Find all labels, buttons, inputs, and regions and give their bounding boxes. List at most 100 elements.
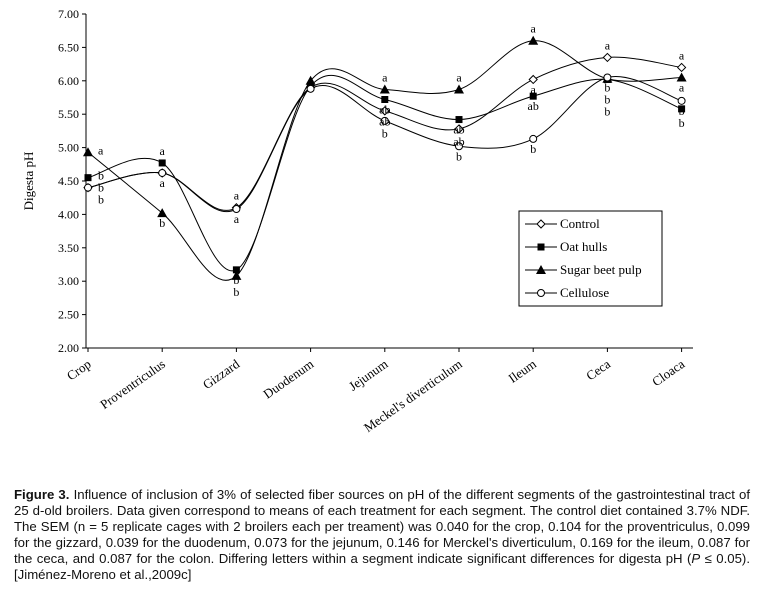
data-point-control	[676, 62, 687, 73]
x-tick-label: Duodenum	[260, 356, 316, 401]
legend: Control Oat hulls Sugar beet pulp Cellulose	[518, 210, 663, 307]
y-axis: 2.00 2.50 3.00 3.50 4.00 4.50 5.00 5.50 6.00 6.50…	[58, 7, 87, 355]
legend-marker-sugar-beet-pulp	[536, 265, 546, 274]
data-point-sugar-beet-pulp	[379, 84, 390, 94]
x-tick-label: Ileum	[505, 356, 538, 386]
data-point-sugar-beet-pulp	[231, 270, 242, 280]
x-tick-label: Proventriculus	[97, 356, 168, 412]
significance-letter: a	[531, 82, 537, 96]
data-point-cellulose	[455, 142, 463, 151]
legend-label-control: Control	[560, 216, 600, 231]
significance-letter: a	[382, 70, 388, 84]
x-tick-label: Cloaca	[649, 356, 687, 389]
x-tick-label: Jejunum	[346, 356, 391, 394]
significance-letter: ab	[453, 123, 464, 137]
y-tick-label: 6.50	[58, 40, 79, 54]
significance-letter: ab	[379, 115, 390, 129]
data-point-control	[380, 106, 390, 116]
significance-letter: a	[456, 70, 462, 84]
y-axis-label: Digesta pH	[21, 152, 36, 211]
significance-letter: b	[98, 193, 104, 207]
figure-caption: Figure 3. Influence of inclusion of 3% o…	[14, 487, 750, 583]
series-line-cellulose	[87, 75, 682, 212]
y-tick-label: 5.00	[58, 141, 79, 155]
significance-letter: b	[233, 273, 239, 287]
y-tick-label: 6.00	[58, 74, 79, 88]
significance-letter: b	[159, 216, 165, 230]
y-tick-label: 7.00	[58, 7, 79, 21]
significance-letter: ab	[528, 99, 539, 113]
data-point-sugar-beet-pulp	[528, 35, 539, 45]
series-lines	[87, 40, 682, 281]
data-point-cellulose	[677, 96, 686, 105]
significance-letter: a	[531, 22, 537, 36]
legend-label-sugar-beet-pulp: Sugar beet pulp	[560, 262, 642, 277]
y-tick-label: 4.00	[58, 207, 79, 221]
x-axis: Crop Proventriculus Gizzard Duodenum Jejunum…	[64, 347, 693, 435]
data-point-oat-hulls	[529, 92, 537, 100]
y-tick-label: 3.50	[58, 241, 79, 255]
significance-letter: b	[679, 104, 685, 118]
data-point-cellulose	[529, 134, 538, 143]
x-tick-label: Crop	[64, 356, 94, 383]
legend-label-cellulose: Cellulose	[560, 285, 609, 300]
significance-letter: a	[98, 143, 104, 157]
significance-letter: a	[679, 48, 685, 62]
series-line-sugar-beet-pulp	[87, 40, 682, 281]
significance-letter: ab	[379, 103, 390, 117]
significance-letter: b	[530, 142, 536, 156]
legend-label-oat-hulls: Oat hulls	[560, 239, 607, 254]
significance-letter: b	[233, 285, 239, 299]
significance-letter: b	[382, 127, 388, 141]
legend-marker-cellulose	[537, 289, 545, 297]
y-tick-label: 5.50	[58, 107, 79, 121]
significance-letter: b	[98, 181, 104, 195]
data-point-cellulose	[232, 205, 241, 214]
data-point-control	[528, 74, 538, 85]
x-tick-label: Ceca	[583, 356, 613, 383]
data-point-cellulose	[380, 116, 389, 125]
caption-p-symbol: P	[691, 551, 701, 566]
legend-marker-oat-hulls	[537, 243, 545, 251]
data-point-oat-hulls	[678, 105, 686, 113]
data-point-cellulose	[603, 73, 612, 82]
data-point-oat-hulls	[455, 116, 463, 124]
data-point-sugar-beet-pulp	[305, 75, 316, 85]
significance-letter: a	[234, 189, 240, 203]
significance-letter: b	[604, 92, 610, 106]
significance-letter: a	[160, 144, 166, 158]
series-line-oat-hulls	[87, 74, 682, 272]
significance-letter: a	[679, 80, 685, 94]
caption-text: Influence of inclusion of 3% of selected…	[14, 487, 750, 566]
significance-letter: a	[160, 176, 166, 190]
y-tick-label: 2.50	[58, 308, 79, 322]
data-point-oat-hulls	[232, 266, 240, 274]
significance-letter: b	[604, 104, 610, 118]
y-tick-label: 4.50	[58, 174, 79, 188]
data-point-oat-hulls	[381, 96, 389, 104]
legend-marker-control	[536, 219, 546, 229]
significance-letter: b	[604, 80, 610, 94]
line-chart: 2.00 2.50 3.00 3.50 4.00 4.50 5.00 5.50 6.00 6.50…	[21, 7, 693, 435]
caption-text-end: ≤ 0.05). [Jiménez-Moreno et al.,2009c]	[14, 551, 750, 582]
y-tick-label: 3.00	[58, 274, 79, 288]
data-point-sugar-beet-pulp	[454, 84, 464, 94]
data-point-cellulose	[84, 183, 92, 192]
significance-letter: ab	[453, 135, 464, 149]
figure-label: Figure 3.	[14, 487, 70, 502]
data-point-oat-hulls	[84, 174, 92, 182]
data-point-cellulose	[158, 168, 167, 177]
y-tick-label: 2.00	[58, 341, 79, 355]
data-point-sugar-beet-pulp	[676, 72, 687, 82]
significance-letter: a	[234, 212, 240, 226]
significance-letter: b	[98, 169, 104, 183]
data-point-cellulose	[306, 84, 315, 93]
series-markers	[83, 35, 687, 280]
data-point-sugar-beet-pulp	[157, 208, 168, 218]
data-point-control	[454, 124, 464, 134]
data-point-control	[602, 52, 613, 63]
significance-letter: b	[679, 116, 685, 130]
data-point-oat-hulls	[158, 159, 166, 167]
significance-letter: b	[456, 149, 462, 163]
